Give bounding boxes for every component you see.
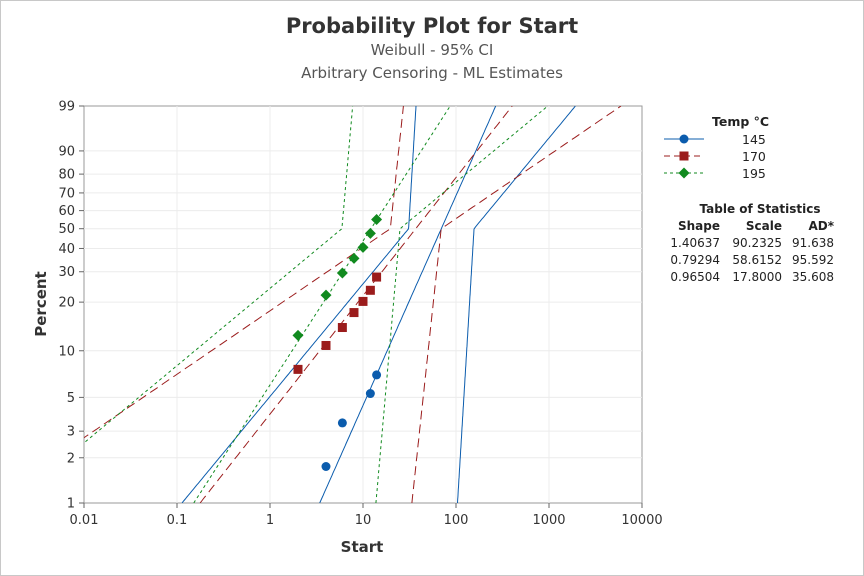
- fit-line-195: [193, 106, 451, 503]
- x-tick-label: 0.1: [167, 513, 188, 528]
- stats-cell: 58.6152: [732, 253, 782, 267]
- y-tick-label: 10: [58, 344, 75, 359]
- x-tick-label: 1000: [532, 513, 565, 528]
- data-point-145: [365, 389, 375, 399]
- data-point-195: [357, 241, 369, 253]
- y-tick-label: 99: [58, 100, 75, 115]
- y-tick-label: 5: [67, 391, 75, 406]
- chart-subtitle-distribution: Weibull - 95% CI: [370, 41, 494, 59]
- fit-line-170: [199, 106, 513, 503]
- fit-line-145: [319, 106, 497, 503]
- x-tick-label: 0.01: [70, 513, 99, 528]
- data-point-170: [349, 308, 359, 318]
- ci-upper-170: [411, 106, 622, 503]
- data-point-195: [336, 267, 348, 279]
- legend-label-170: 170: [742, 149, 766, 164]
- ci-lower-195: [84, 106, 354, 444]
- legend-markers: [664, 134, 704, 179]
- x-axis-label: Start: [341, 538, 384, 556]
- stats-cell: 35.608: [792, 270, 834, 284]
- y-axis: 1 2 3 5 10 20 30 40 50 60 70 80 90 99: [58, 100, 84, 512]
- y-tick-label: 40: [58, 242, 75, 257]
- data-point-170: [365, 285, 375, 295]
- data-point-145: [321, 461, 331, 471]
- x-tick-label: 1: [266, 513, 274, 528]
- stats-cell: 0.96504: [670, 270, 720, 284]
- ci-upper-195: [375, 106, 549, 503]
- data-point-145: [337, 418, 347, 428]
- stats-cell: 95.592: [792, 253, 834, 267]
- legend-label-195: 195: [742, 166, 766, 181]
- stats-header-shape: Shape: [677, 219, 720, 233]
- stats-table-title: Table of Statistics: [699, 202, 821, 216]
- y-tick-label: 30: [58, 265, 75, 280]
- y-tick-label: 20: [58, 296, 75, 311]
- ci-lower-170: [84, 106, 404, 439]
- x-tick-label: 10: [355, 513, 372, 528]
- data-point-170: [358, 296, 368, 306]
- data-point-170: [321, 340, 331, 350]
- chart-subtitle-method: Arbitrary Censoring - ML Estimates: [301, 64, 563, 82]
- data-point-195: [320, 289, 332, 301]
- legend-marker-195: [678, 167, 690, 179]
- data-points: [292, 214, 383, 471]
- stats-cell: 0.79294: [670, 253, 720, 267]
- data-point-170: [372, 272, 382, 282]
- data-point-170: [293, 364, 303, 374]
- data-point-170: [337, 323, 347, 333]
- stats-cell: 17.8000: [732, 270, 782, 284]
- x-tick-label: 10000: [621, 513, 662, 528]
- y-tick-label: 60: [58, 204, 75, 219]
- fit-lines: [84, 106, 622, 503]
- data-point-195: [371, 214, 383, 226]
- legend-label-145: 145: [742, 132, 766, 147]
- x-axis: 0.01 0.1 1 10 100 1000 10000: [70, 503, 663, 528]
- chart-title: Probability Plot for Start: [285, 14, 579, 38]
- legend-title: Temp °C: [712, 114, 770, 129]
- x-tick-label: 100: [444, 513, 469, 528]
- y-tick-label: 70: [58, 186, 75, 201]
- data-point-195: [364, 227, 376, 239]
- stats-cell: 91.638: [792, 236, 834, 250]
- data-point-145: [372, 370, 382, 380]
- stats-header-ad: AD*: [808, 219, 834, 233]
- y-tick-label: 80: [58, 168, 75, 183]
- y-tick-label: 50: [58, 222, 75, 237]
- data-point-195: [292, 329, 304, 341]
- y-axis-label: Percent: [32, 271, 50, 336]
- ci-upper-145: [457, 106, 576, 503]
- y-tick-label: 3: [67, 425, 75, 440]
- y-tick-label: 2: [67, 451, 75, 466]
- legend-marker-145: [679, 134, 689, 144]
- stats-cell: 1.40637: [670, 236, 720, 250]
- stats-header-scale: Scale: [745, 219, 782, 233]
- stats-cell: 90.2325: [732, 236, 782, 250]
- y-tick-label: 90: [58, 144, 75, 159]
- y-tick-label: 1: [67, 497, 75, 512]
- data-point-195: [348, 252, 360, 264]
- legend-marker-170: [679, 151, 689, 161]
